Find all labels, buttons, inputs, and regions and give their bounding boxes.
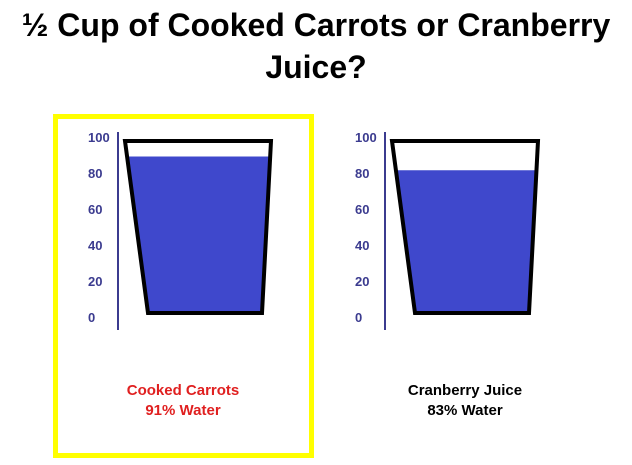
caption-juice-value: 83% Water xyxy=(427,402,503,419)
caption-carrots-value: 91% Water xyxy=(145,402,221,419)
glass-outline-carrots xyxy=(122,139,274,315)
y-tick-label-juice-3: 40 xyxy=(355,238,369,253)
glass-chart-carrots: 100 80 60 40 20 0 xyxy=(88,130,274,330)
y-tick-label-juice-4: 20 xyxy=(355,274,369,289)
y-tick-label-carrots-0: 100 xyxy=(88,130,110,145)
y-tick-label-carrots-4: 20 xyxy=(88,274,102,289)
caption-juice-name: Cranberry Juice xyxy=(407,382,523,399)
caption-juice: Cranberry Juice 83% Water xyxy=(385,381,545,421)
y-tick-label-juice-0: 100 xyxy=(355,130,377,145)
y-tick-label-carrots-1: 80 xyxy=(88,166,102,181)
title-line-2: Juice? xyxy=(265,49,367,85)
y-tick-label-juice-1: 80 xyxy=(355,166,369,181)
caption-carrots-name: Cooked Carrots xyxy=(126,382,240,399)
highlight-box xyxy=(53,114,314,458)
glass-chart-juice: 100 80 60 40 20 0 xyxy=(355,130,541,330)
page-title: ½ Cup of Cooked Carrots or Cranberry Jui… xyxy=(0,4,632,88)
y-tick-label-carrots-5: 0 xyxy=(88,310,95,325)
water-fill-carrots xyxy=(127,156,271,313)
y-tick-label-juice-2: 60 xyxy=(355,202,369,217)
caption-carrots: Cooked Carrots 91% Water xyxy=(103,381,263,421)
title-line-1: ½ Cup of Cooked Carrots or Cranberry xyxy=(21,7,611,43)
glass-outline-juice xyxy=(389,139,541,315)
y-tick-label-carrots-3: 40 xyxy=(88,238,102,253)
water-fill-juice xyxy=(395,170,537,313)
y-tick-label-carrots-2: 60 xyxy=(88,202,102,217)
y-tick-label-juice-5: 0 xyxy=(355,310,362,325)
